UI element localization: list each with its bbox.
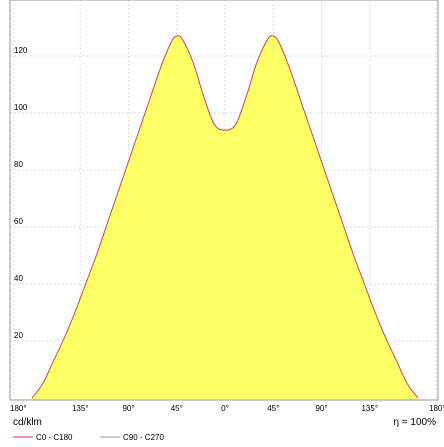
x-tick-label: 45° [267,404,279,413]
x-tick-label: 90° [315,404,327,413]
unit-label: cd/klm [13,417,42,428]
x-tick-label: 0° [221,404,229,413]
legend: C0 - C180 C90 - C270 [13,433,164,442]
legend-label-c0-c180: C0 - C180 [36,433,73,442]
y-tick-label: 120 [14,46,28,55]
x-tick-label: 180° [429,404,444,413]
y-axis: 20406080100120140 [14,46,28,340]
y-tick-label: 20 [14,331,23,340]
y-tick-label: 40 [14,274,23,283]
x-tick-label: 45° [171,404,183,413]
plot-frame [9,0,439,401]
series-line-c0-c180 [31,35,419,399]
x-axis: 180° 135° 90° 45° 0° 45° 90° 135° 180° [10,404,444,413]
efficiency-label: η = 100% [393,417,436,428]
x-tick-label: 180° [10,404,27,413]
series-area [31,35,419,401]
legend-label-c90-c270: C90 - C270 [123,433,164,442]
y-tick-label: 60 [14,217,23,226]
x-tick-label: 90° [122,404,134,413]
y-tick-label: 80 [14,160,23,169]
y-tick-label: 100 [14,103,28,112]
x-tick-label: 135° [72,404,89,413]
x-tick-label: 135° [361,404,378,413]
series-fill [32,35,418,401]
